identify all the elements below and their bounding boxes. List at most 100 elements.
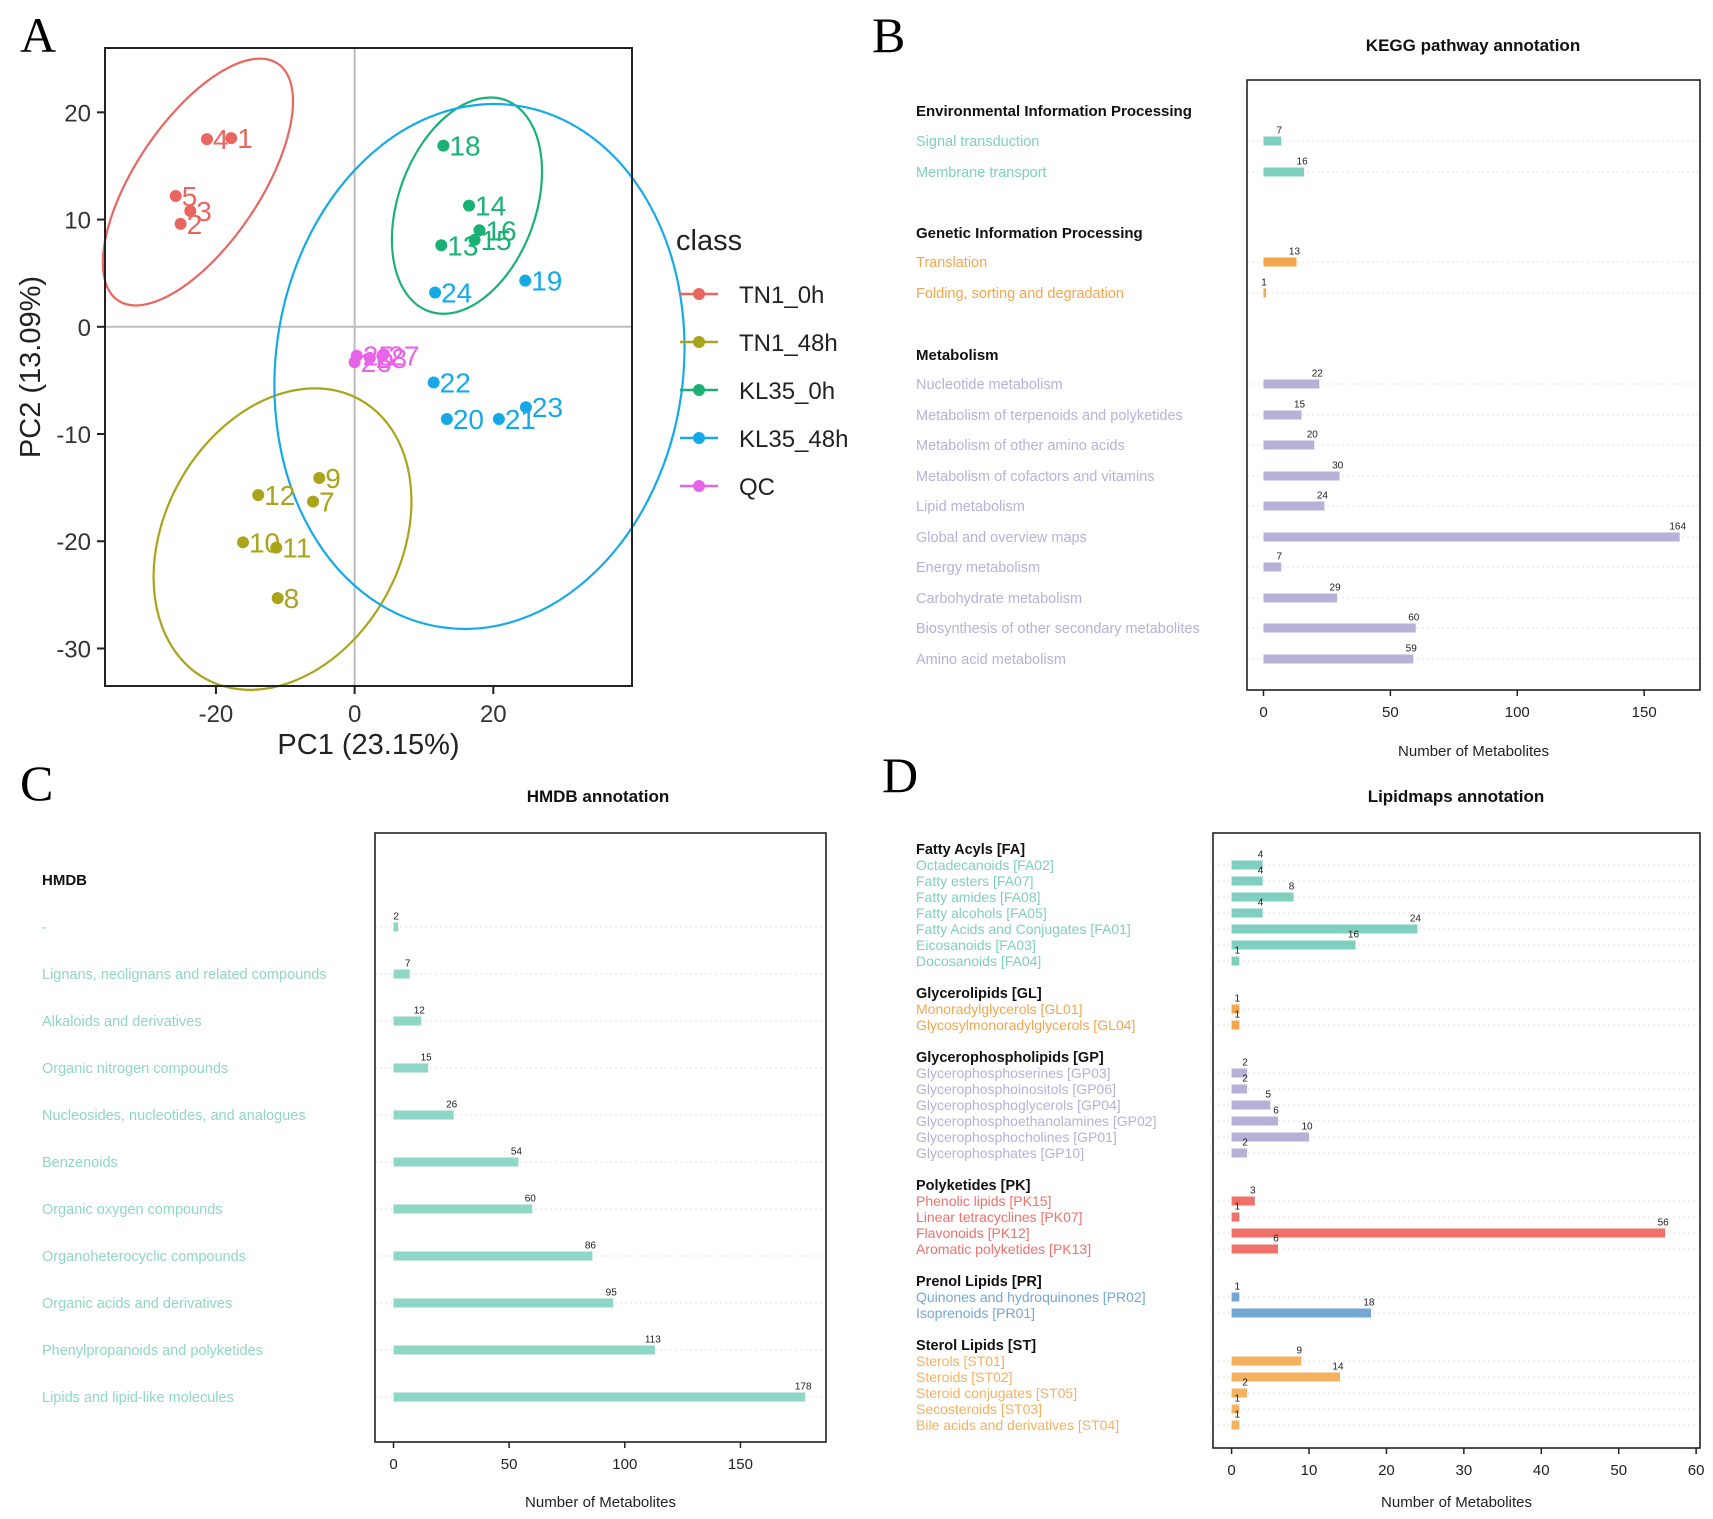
category-label: Eicosanoids [FA03] <box>916 937 1036 953</box>
category-label: Global and overview maps <box>916 530 1087 546</box>
pca-point-label: 3 <box>196 196 212 227</box>
bar-value-label: 113 <box>645 1335 661 1346</box>
bar <box>393 922 399 932</box>
bar <box>1263 654 1414 664</box>
pca-legend-label: QC <box>739 474 775 501</box>
category-label: Translation <box>916 255 987 271</box>
pca-point-label: 14 <box>475 191 506 222</box>
category-label: Folding, sorting and degradation <box>916 286 1124 302</box>
pca-point <box>363 351 376 364</box>
pca-x-tick-label: 20 <box>480 701 507 728</box>
x-axis-label: Number of Metabolites <box>1398 743 1549 760</box>
category-label: Fatty Acids and Conjugates [FA01] <box>916 921 1131 937</box>
pca-point <box>468 233 481 246</box>
bar <box>1231 1212 1240 1222</box>
category-label: Organic nitrogen compounds <box>42 1061 228 1077</box>
bar-value-label: 56 <box>1658 1218 1670 1229</box>
bar <box>1231 1020 1240 1030</box>
bar-value-label: 16 <box>1348 930 1360 941</box>
category-label: Carbohydrate metabolism <box>916 591 1082 607</box>
bar-value-label: 2 <box>393 912 399 923</box>
bar <box>1231 876 1263 886</box>
bar <box>1231 1196 1255 1206</box>
bar <box>1263 471 1340 481</box>
panel-label-d: D <box>882 747 918 803</box>
bar <box>393 1063 429 1073</box>
pca-point-label: 18 <box>449 131 480 162</box>
bar-value-label: 1 <box>1235 1410 1241 1421</box>
category-label: Glycerophosphoinositols [GP06] <box>916 1081 1116 1097</box>
bar-value-label: 59 <box>1406 644 1418 655</box>
x-tick-label: 0 <box>1227 1462 1235 1479</box>
category-label: Organic oxygen compounds <box>42 1202 223 1218</box>
pca-point-label: 12 <box>264 480 295 511</box>
bar-value-label: 7 <box>405 959 411 970</box>
pca-plot-frame <box>104 47 633 687</box>
bar-value-label: 12 <box>414 1006 426 1017</box>
bar <box>1231 1148 1248 1158</box>
category-label: Lignans, neolignans and related compound… <box>42 967 327 983</box>
bar-value-label: 2 <box>1242 1378 1248 1389</box>
pca-point <box>427 376 440 389</box>
bar <box>1231 1404 1240 1414</box>
category-label: Docosanoids [FA04] <box>916 953 1041 969</box>
pca-x-axis-label: PC1 (23.15%) <box>277 729 459 761</box>
pca-point <box>437 139 450 152</box>
pca-y-axis-label: PC2 (13.09%) <box>15 276 47 458</box>
bar-value-label: 24 <box>1410 914 1422 925</box>
pca-legend-title: class <box>676 225 742 257</box>
category-label: Glycerophosphoethanolamines [GP02] <box>916 1113 1156 1129</box>
pca-point <box>307 495 320 508</box>
bar <box>1231 1004 1240 1014</box>
pca-ellipse-kl35-48h <box>273 102 686 631</box>
category-label: Signal transduction <box>916 134 1039 150</box>
pca-legend-label: TN1_0h <box>739 282 824 309</box>
bar <box>1231 1292 1240 1302</box>
category-label: Octadecanoids [FA02] <box>916 857 1054 873</box>
category-label: Sterols [ST01] <box>916 1353 1005 1369</box>
bar <box>393 1204 533 1214</box>
bar-value-label: 86 <box>585 1241 597 1252</box>
pca-x-tick-label: -20 <box>199 701 234 728</box>
bar-value-label: 60 <box>525 1194 537 1205</box>
pca-legend-key-dot <box>693 384 705 396</box>
bar-value-label: 8 <box>1289 882 1295 893</box>
bar-value-label: 14 <box>1332 1362 1344 1373</box>
bar <box>1231 908 1263 918</box>
x-axis-label: Number of Metabolites <box>1381 1494 1532 1511</box>
pca-point <box>225 132 238 145</box>
pca-y-tick-label: -10 <box>56 422 91 449</box>
bar-value-label: 6 <box>1273 1106 1279 1117</box>
bar <box>1263 288 1267 298</box>
bar <box>1231 1372 1340 1382</box>
category-label: Monoradylglycerols [GL01] <box>916 1001 1083 1017</box>
category-label: Benzenoids <box>42 1155 118 1171</box>
pca-legend-label: TN1_48h <box>739 330 838 357</box>
bar <box>1231 1068 1248 1078</box>
pca-point-label: 15 <box>481 225 512 256</box>
bar-value-label: 4 <box>1258 850 1264 861</box>
bar-value-label: 24 <box>1317 491 1329 502</box>
category-label: Isoprenoids [PR01] <box>916 1305 1035 1321</box>
pca-point-label: 19 <box>531 266 562 297</box>
x-tick-label: 100 <box>612 1456 637 1473</box>
category-label: Bile acids and derivatives [ST04] <box>916 1417 1119 1433</box>
group-header: Fatty Acyls [FA] <box>916 842 1025 858</box>
bar-value-label: 7 <box>1276 126 1282 137</box>
bar-value-label: 2 <box>1242 1074 1248 1085</box>
bar-value-label: 2 <box>1242 1058 1248 1069</box>
pca-point <box>429 286 442 299</box>
bar <box>1263 136 1282 146</box>
pca-point <box>473 224 486 237</box>
bar <box>1263 593 1338 603</box>
bar-value-label: 1 <box>1235 1282 1241 1293</box>
x-tick-label: 30 <box>1456 1462 1473 1479</box>
bar-value-label: 30 <box>1332 461 1344 472</box>
bar <box>1231 1084 1248 1094</box>
x-tick-label: 10 <box>1301 1462 1318 1479</box>
bar <box>1263 562 1282 572</box>
category-label: Metabolism of cofactors and vitamins <box>916 469 1155 485</box>
bar <box>1231 1388 1248 1398</box>
